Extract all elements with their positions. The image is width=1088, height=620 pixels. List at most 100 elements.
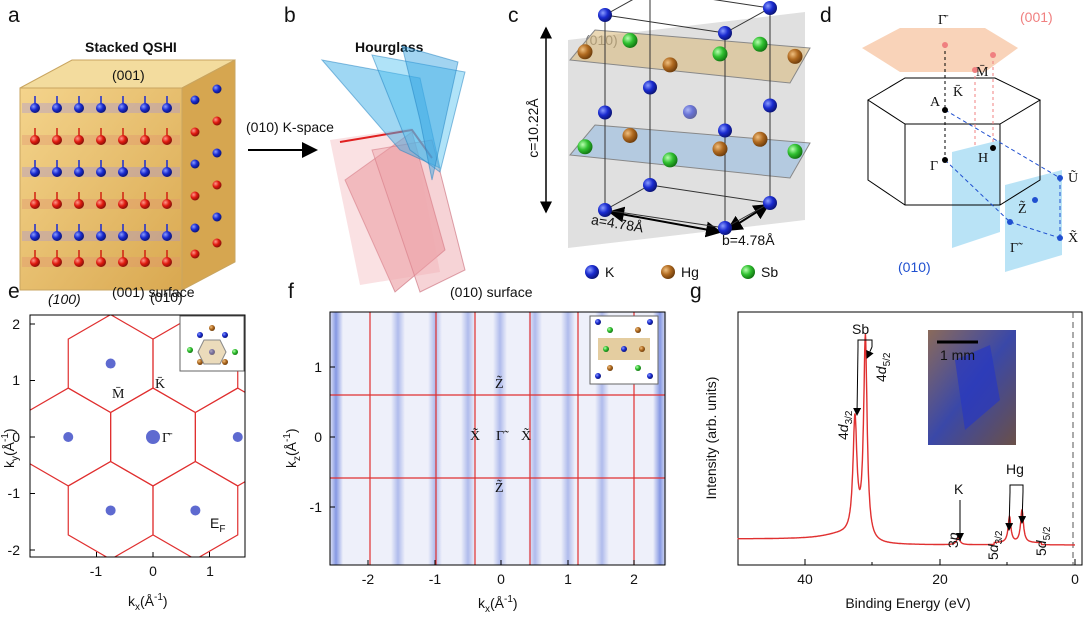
atom — [598, 8, 612, 22]
atom — [763, 196, 777, 210]
y-tick-label: 1 — [12, 372, 20, 388]
text-part: 5 — [985, 552, 1001, 560]
scale-label: 1 mm — [940, 347, 975, 363]
intensity-spot — [106, 359, 116, 369]
inset-atom — [595, 319, 601, 325]
spectrum — [738, 334, 1076, 545]
legend-swatch — [585, 265, 599, 279]
inset-atom — [647, 319, 653, 325]
atom — [162, 103, 172, 113]
y-tick-label: 2 — [12, 316, 20, 332]
cube-side — [182, 60, 235, 290]
inset-atom — [603, 346, 609, 352]
y-axis-label: kz(Å-1) — [282, 428, 303, 468]
inset-atom — [222, 359, 228, 365]
text-part: (Å — [1, 441, 17, 456]
atom — [623, 128, 638, 143]
peak-label: Sb — [852, 321, 869, 337]
atom — [753, 37, 768, 52]
text-part: (Å — [490, 595, 505, 611]
atom — [52, 257, 62, 267]
atom — [191, 250, 200, 259]
inset-atom — [635, 327, 641, 333]
y-tick-label: -1 — [310, 499, 323, 515]
atom — [663, 57, 678, 72]
inset — [180, 316, 244, 371]
panel-label: g — [690, 280, 702, 303]
k-point-label: M̄ — [112, 386, 125, 402]
k-point-label: H — [978, 151, 988, 166]
legend-label: Sb — [761, 264, 778, 280]
x-tick-label: 40 — [797, 571, 813, 587]
atom — [162, 199, 172, 209]
atom — [213, 85, 222, 94]
atom — [30, 199, 40, 209]
leader — [867, 347, 872, 358]
atom — [788, 144, 803, 159]
atom — [788, 49, 803, 64]
atom — [74, 135, 84, 145]
intensity-streak — [391, 312, 405, 565]
panel-a: a Stacked QSHI (001) (100) (010) — [8, 4, 235, 307]
leader — [1009, 492, 1010, 530]
k-point-label: K̄ — [155, 376, 165, 392]
arrow-label: (010) K-space — [246, 119, 334, 135]
text-part: E — [210, 515, 219, 531]
atom — [96, 199, 106, 209]
surface-label: (001) — [1020, 9, 1053, 25]
panel-label: f — [288, 280, 294, 303]
text-part: F — [219, 524, 225, 535]
atom — [753, 132, 768, 147]
atom — [213, 117, 222, 126]
atom — [52, 167, 62, 177]
atom — [578, 44, 593, 59]
atom — [598, 203, 612, 217]
text-part: 5 — [1033, 548, 1049, 556]
face-label: (001) — [112, 67, 145, 83]
k-space-arrow: (010) K-space — [246, 119, 334, 150]
peak-label: 5d5/2 — [1033, 526, 1053, 556]
atom — [140, 199, 150, 209]
atom — [162, 231, 172, 241]
atom — [30, 257, 40, 267]
k-point-label: Ũ — [1068, 169, 1078, 186]
peak-label: 4d5/2 — [873, 352, 893, 382]
atom — [96, 103, 106, 113]
atom — [74, 167, 84, 177]
x-axis-label: Binding Energy (eV) — [845, 595, 970, 611]
k-point-label: A — [930, 95, 941, 110]
atom — [598, 106, 612, 120]
atom — [191, 128, 200, 137]
inset-atom — [639, 346, 645, 352]
panel-b: b Hourglass — [284, 4, 465, 292]
atom — [74, 199, 84, 209]
atom — [623, 33, 638, 48]
inset-atom — [635, 365, 641, 371]
legend-label: Hg — [681, 264, 699, 280]
atom — [213, 239, 222, 248]
atom — [74, 231, 84, 241]
atom — [718, 124, 732, 138]
inset-atom — [187, 347, 193, 353]
panel-label: d — [820, 4, 832, 27]
lattice-edge — [605, 0, 650, 15]
x-tick-label: 20 — [932, 571, 948, 587]
atom — [683, 105, 697, 119]
atom — [713, 141, 728, 156]
atom — [118, 135, 128, 145]
peak-label: Hg — [1006, 461, 1024, 477]
atom — [74, 257, 84, 267]
atom — [118, 167, 128, 177]
leader — [857, 347, 858, 415]
k-point-label: X̃ — [1068, 229, 1078, 246]
surface-001 — [862, 28, 1018, 72]
atom — [140, 167, 150, 177]
inset-atom — [607, 327, 613, 333]
peak-label: 3p — [945, 532, 961, 548]
inset-atom — [595, 373, 601, 379]
panel-e: e (001) surface 2 1 0 -1 -2 -1 0 1 kx(Å-… — [0, 280, 280, 613]
y-tick-label: 0 — [314, 429, 322, 445]
atom — [30, 167, 40, 177]
k-point-label: K̄ — [953, 84, 963, 100]
legend-swatch — [741, 265, 755, 279]
